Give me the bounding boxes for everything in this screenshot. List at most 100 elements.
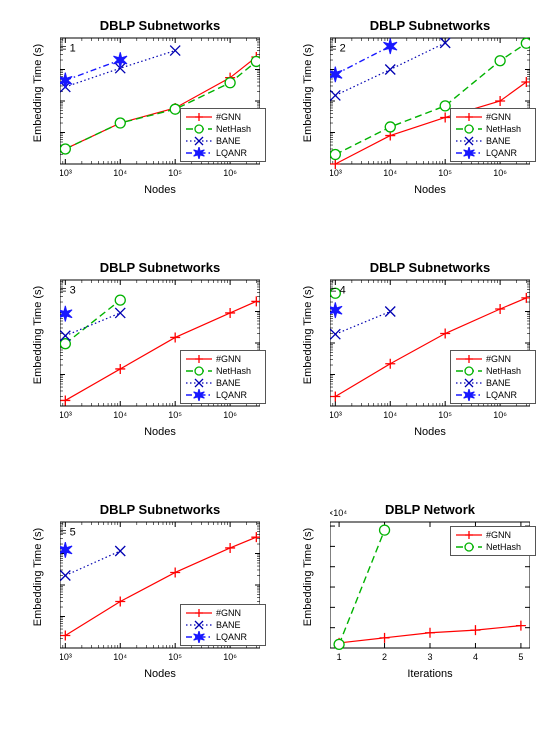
legend-swatch xyxy=(455,147,483,159)
svg-text:10⁴: 10⁴ xyxy=(113,652,127,662)
legend-item: LQANR xyxy=(185,389,261,401)
legend-item: #GNN xyxy=(455,529,531,541)
svg-text:10⁶: 10⁶ xyxy=(223,410,237,420)
legend-label: #GNN xyxy=(486,112,511,122)
svg-text:T = 5: T = 5 xyxy=(60,526,76,538)
chart-panel-p4: 10³10⁴10⁵10⁶10⁰10¹10²10³10⁴T = 4DBLP Sub… xyxy=(330,262,530,440)
svg-text:10⁴: 10⁴ xyxy=(383,410,397,420)
svg-text:T = 3: T = 3 xyxy=(60,284,76,296)
legend-item: BANE xyxy=(185,377,261,389)
legend-item: LQANR xyxy=(185,631,261,643)
chart-title: DBLP Subnetworks xyxy=(60,18,260,33)
svg-text:4: 4 xyxy=(473,652,478,662)
legend: #GNN NetHash BANE LQANR xyxy=(180,350,266,404)
legend-label: LQANR xyxy=(216,390,247,400)
legend-label: LQANR xyxy=(216,632,247,642)
legend-swatch xyxy=(185,123,213,135)
legend-swatch xyxy=(455,365,483,377)
svg-text:10⁴: 10⁴ xyxy=(113,168,127,178)
legend-item: #GNN xyxy=(455,111,531,123)
x-axis-label: Iterations xyxy=(330,668,530,680)
svg-text:10⁶: 10⁶ xyxy=(493,168,507,178)
chart-title: DBLP Network xyxy=(330,502,530,517)
x-axis-label: Nodes xyxy=(60,184,260,196)
svg-text:10³: 10³ xyxy=(60,652,72,662)
legend-label: BANE xyxy=(486,136,511,146)
legend-item: LQANR xyxy=(455,389,531,401)
svg-text:10⁶: 10⁶ xyxy=(223,652,237,662)
legend-item: #GNN xyxy=(185,353,261,365)
svg-text:2: 2 xyxy=(382,652,387,662)
legend-item: #GNN xyxy=(455,353,531,365)
y-axis-label: Embedding Time (s) xyxy=(32,514,44,640)
legend-item: NetHash xyxy=(185,365,261,377)
legend-item: BANE xyxy=(455,135,531,147)
svg-text:T = 1: T = 1 xyxy=(60,42,76,54)
svg-text:3: 3 xyxy=(427,652,432,662)
legend-item: NetHash xyxy=(455,123,531,135)
y-axis-label: Embedding Time (s) xyxy=(302,30,314,156)
legend-item: BANE xyxy=(455,377,531,389)
legend: #GNNNetHash xyxy=(450,526,536,556)
legend-swatch xyxy=(455,541,483,553)
svg-text:10⁵: 10⁵ xyxy=(168,652,182,662)
legend: #GNN NetHash BANE LQANR xyxy=(450,108,536,162)
legend-label: LQANR xyxy=(486,390,517,400)
legend-item: BANE xyxy=(185,135,261,147)
legend-label: NetHash xyxy=(216,124,251,134)
chart-title: DBLP Subnetworks xyxy=(330,260,530,275)
legend-item: LQANR xyxy=(455,147,531,159)
legend-swatch xyxy=(455,389,483,401)
legend-swatch xyxy=(185,619,213,631)
legend-label: #GNN xyxy=(216,354,241,364)
x-axis-label: Nodes xyxy=(60,426,260,438)
legend-label: NetHash xyxy=(486,366,521,376)
legend-swatch xyxy=(185,147,213,159)
svg-text:10³: 10³ xyxy=(60,168,72,178)
y-axis-label: Embedding Time (s) xyxy=(302,514,314,640)
legend: #GNN NetHash BANE LQANR xyxy=(450,350,536,404)
legend-label: #GNN xyxy=(216,608,241,618)
chart-panel-p2: 10³10⁴10⁵10⁶10⁰10¹10²10³10⁴T = 2DBLP Sub… xyxy=(330,20,530,198)
legend-swatch xyxy=(185,353,213,365)
legend-label: NetHash xyxy=(486,542,521,552)
y-axis-label: Embedding Time (s) xyxy=(302,272,314,398)
svg-text:10⁶: 10⁶ xyxy=(223,168,237,178)
svg-text:10³: 10³ xyxy=(330,168,342,178)
svg-text:10³: 10³ xyxy=(330,410,342,420)
svg-text:1: 1 xyxy=(337,652,342,662)
legend-label: BANE xyxy=(216,378,241,388)
legend-swatch xyxy=(185,389,213,401)
legend-label: BANE xyxy=(486,378,511,388)
legend-swatch xyxy=(455,377,483,389)
svg-text:T = 2: T = 2 xyxy=(330,42,346,54)
legend-label: NetHash xyxy=(216,366,251,376)
legend-item: NetHash xyxy=(185,123,261,135)
legend-swatch xyxy=(185,631,213,643)
x-axis-label: Nodes xyxy=(330,184,530,196)
svg-text:T = 4: T = 4 xyxy=(330,284,346,296)
legend-item: NetHash xyxy=(455,365,531,377)
svg-text:10⁵: 10⁵ xyxy=(438,410,452,420)
legend-label: LQANR xyxy=(486,148,517,158)
svg-text:10⁴: 10⁴ xyxy=(383,168,397,178)
chart-title: DBLP Subnetworks xyxy=(60,502,260,517)
legend-label: NetHash xyxy=(486,124,521,134)
y-axis-label: Embedding Time (s) xyxy=(32,30,44,156)
legend-swatch xyxy=(455,529,483,541)
legend: #GNNNetHashBANELQANR xyxy=(180,108,266,162)
legend-swatch xyxy=(455,135,483,147)
chart-panel-p3: 10³10⁴10⁵10⁶10⁰10¹10²10³10⁴T = 3DBLP Sub… xyxy=(60,262,260,440)
legend-label: LQANR xyxy=(216,148,247,158)
chart-title: DBLP Subnetworks xyxy=(330,18,530,33)
legend-item: #GNN xyxy=(185,111,261,123)
svg-text:5: 5 xyxy=(518,652,523,662)
svg-text:10⁵: 10⁵ xyxy=(168,168,182,178)
legend-swatch xyxy=(455,123,483,135)
chart-title: DBLP Subnetworks xyxy=(60,260,260,275)
legend: #GNN BANE LQANR xyxy=(180,604,266,646)
chart-panel-p1: 10³10⁴10⁵10⁶10⁰10¹10²10³10⁴T = 1DBLP Sub… xyxy=(60,20,260,198)
legend-item: NetHash xyxy=(455,541,531,553)
legend-label: BANE xyxy=(216,620,241,630)
legend-label: #GNN xyxy=(486,354,511,364)
